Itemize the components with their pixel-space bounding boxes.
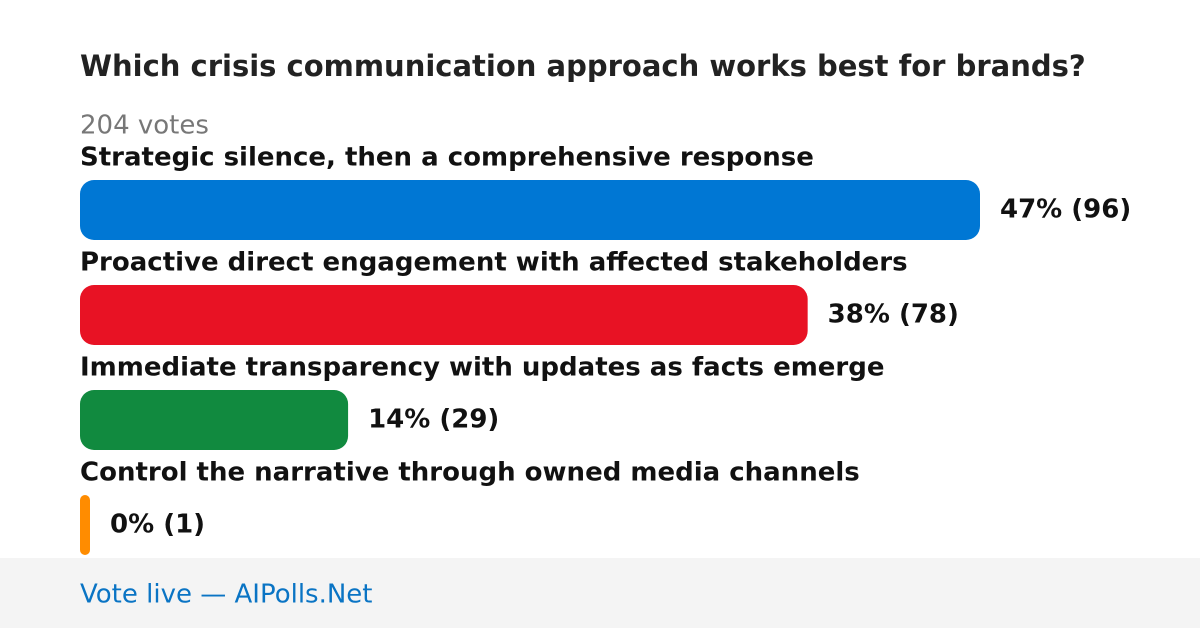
option-label: Immediate transparency with updates as f… [80, 353, 885, 383]
footer-band [0, 558, 1200, 628]
bar [80, 180, 980, 240]
value-label: 14% (29) [368, 405, 499, 435]
bar [80, 285, 808, 345]
bar [80, 390, 349, 450]
bar [80, 495, 90, 555]
footer-link[interactable]: Vote live — AIPolls.Net [80, 580, 373, 610]
vote-count: 204 votes [80, 111, 209, 141]
chart-title: Which crisis communication approach work… [80, 49, 1086, 83]
option-label: Strategic silence, then a comprehensive … [80, 143, 814, 173]
option-label: Proactive direct engagement with affecte… [80, 248, 908, 278]
value-label: 47% (96) [1000, 195, 1131, 225]
value-label: 38% (78) [828, 300, 959, 330]
option-label: Control the narrative through owned medi… [80, 458, 860, 488]
value-label: 0% (1) [110, 510, 205, 540]
